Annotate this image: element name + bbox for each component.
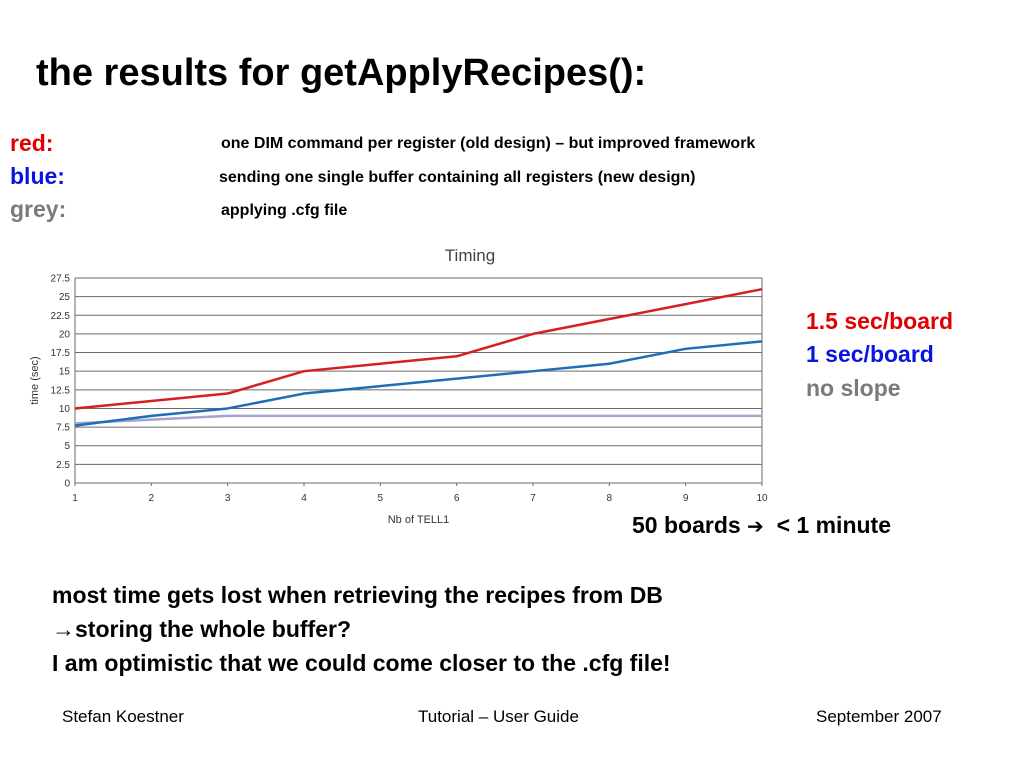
slide-title: the results for getApplyRecipes(): [36,52,647,94]
legend-desc-grey: applying .cfg file [221,202,348,219]
legend-key-red: red: [10,130,54,156]
footer-title: Tutorial – User Guide [418,707,579,726]
legend-key-grey: grey: [10,196,67,222]
y-tick-label: 20 [59,329,71,340]
boards-note: 50 boards ➔ < 1 minute [632,512,891,539]
series-line-grey [74,414,762,425]
x-tick-label: 8 [607,493,613,504]
y-axis-label: time (sec) [29,356,41,404]
x-tick-label: 7 [530,493,536,504]
x-tick-label: 4 [301,493,307,504]
conclusion-line-1: most time gets lost when retrieving the … [52,582,663,608]
x-tick-label: 1 [72,493,78,504]
side-note-grey-rate: no slope [806,375,901,401]
legend-desc-blue: sending one single buffer containing all… [219,169,696,186]
boards-note-tail: < 1 minute [770,512,891,538]
x-axis-label: Nb of TELL1 [388,514,450,526]
side-note-blue-rate: 1 sec/board [806,341,934,367]
conclusion-line-3: I am optimistic that we could come close… [52,650,671,676]
footer-author: Stefan Koestner [62,707,184,726]
x-tick-label: 10 [756,493,768,504]
y-tick-label: 22.5 [51,311,71,322]
y-tick-label: 17.5 [51,348,71,359]
series-line-blue [74,340,763,427]
arrow-right-icon: ➔ [747,514,764,538]
x-tick-label: 5 [378,493,384,504]
x-tick-label: 3 [225,493,231,504]
y-tick-label: 15 [59,367,71,378]
x-tick-label: 6 [454,493,460,504]
chart-title: Timing [445,246,495,265]
x-tick-label: 9 [683,493,689,504]
legend-key-blue: blue: [10,163,65,189]
legend-desc-red: one DIM command per register (old design… [221,135,756,152]
y-tick-label: 27.5 [51,274,71,285]
y-tick-label: 5 [64,441,70,452]
y-tick-label: 12.5 [51,385,71,396]
y-tick-label: 2.5 [56,460,70,471]
boards-note-lead: 50 boards [632,512,741,538]
conclusion-line-2: →storing the whole buffer? [52,616,351,642]
y-tick-label: 10 [59,404,71,415]
y-tick-label: 25 [59,292,71,303]
footer-date: September 2007 [816,707,942,726]
x-tick-label: 2 [149,493,155,504]
y-tick-label: 7.5 [56,423,70,434]
y-tick-label: 0 [64,479,70,490]
side-note-red-rate: 1.5 sec/board [806,308,954,334]
series-line-red [74,287,763,410]
